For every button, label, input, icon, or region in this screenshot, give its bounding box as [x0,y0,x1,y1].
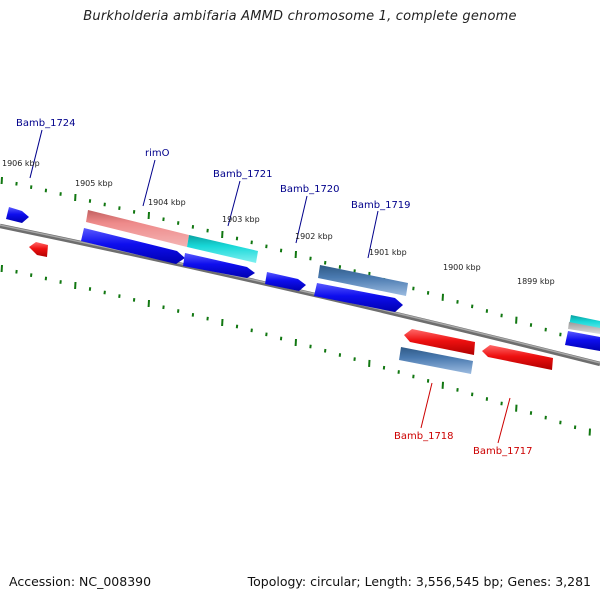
plus-strand-genes [6,207,600,351]
map-title: Burkholderia ambifaria AMMD chromosome 1… [83,9,517,24]
scale-label: 1900 kbp [443,263,481,272]
genome-summary: Topology: circular; Length: 3,556,545 bp… [247,574,591,589]
gene-arrow-minus-left [29,242,48,257]
gene-label-bamb-1718: Bamb_1718 [394,431,454,442]
gene-feature-steel-1719 [318,265,408,296]
callout-bamb-1724 [29,129,43,179]
gene-arrow-bamb-1719 [314,283,403,312]
callout-bamb-1720 [295,195,308,244]
gene-feature-gray-right [568,322,600,334]
callout-lines [29,129,511,444]
callout-bamb-1719 [367,210,379,259]
chromosome-backbone [0,223,600,367]
feature-track [86,210,600,334]
minus-strand-genes [29,242,553,374]
callout-bamb-1717 [497,397,511,444]
gene-arrow-bamb-1718-outer [404,329,475,355]
gene-label-bamb-1717: Bamb_1717 [473,446,533,457]
gene-labels: Bamb_1724 rimO Bamb_1721 Bamb_1720 Bamb_… [16,118,533,457]
gene-feature-steel-1718 [399,347,473,374]
accession-label: Accession: NC_008390 [9,574,152,589]
callout-bamb-1721 [227,180,241,227]
gene-feature-cyan [187,235,258,263]
scale-label: 1906 kbp [2,159,40,168]
gene-arrow-bamb-1721 [183,253,255,278]
gene-label-bamb-1724: Bamb_1724 [16,118,76,129]
scale-labels: 1906 kbp 1905 kbp 1904 kbp 1903 kbp 1902… [2,159,555,286]
gene-arrow-bamb-1724 [6,207,29,223]
scale-label: 1905 kbp [75,179,113,188]
bottom-tick-row [0,264,591,436]
gene-arrow-bamb-1717 [482,345,553,370]
callout-bamb-1718 [420,382,433,429]
top-tick-row [0,176,591,348]
gene-feature-pink [86,210,189,247]
gene-arrow-rimo [81,228,185,264]
scale-label: 1904 kbp [148,198,186,207]
chromosome-backbone-highlight [0,224,600,364]
gene-label-rimo: rimO [145,148,170,159]
scale-label: 1899 kbp [517,277,555,286]
callout-rimo [142,159,156,207]
gene-label-bamb-1721: Bamb_1721 [213,169,273,180]
scale-label: 1902 kbp [295,232,333,241]
gene-label-bamb-1719: Bamb_1719 [351,200,411,211]
gene-arrow-bamb-1720 [265,272,306,291]
scale-label: 1901 kbp [369,248,407,257]
gene-arrow-right-edge [565,331,600,351]
scale-label: 1903 kbp [222,215,260,224]
gene-label-bamb-1720: Bamb_1720 [280,184,340,195]
